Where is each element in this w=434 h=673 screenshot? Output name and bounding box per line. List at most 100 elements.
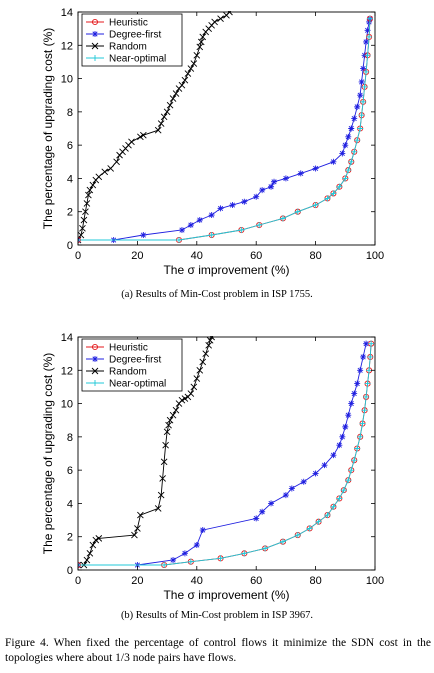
y-axis-label: The percentage of upgrading cost (%): [41, 353, 55, 554]
data-point-near-optimal: [330, 503, 337, 510]
data-point-degree-first: [178, 227, 185, 234]
data-point-near-optimal: [351, 457, 358, 464]
data-point-near-optimal: [315, 518, 322, 525]
data-point-degree-first: [330, 158, 337, 165]
data-point-random: [190, 60, 198, 67]
x-tick-label: 60: [250, 575, 262, 587]
data-point-near-optimal: [342, 175, 349, 182]
data-point-random: [86, 550, 94, 557]
data-point-degree-first: [357, 92, 364, 99]
data-point-degree-first: [330, 452, 337, 459]
y-tick-label: 12: [61, 40, 73, 52]
data-point-random: [160, 113, 168, 121]
data-point-degree-first: [354, 380, 361, 387]
data-point-near-optimal: [324, 512, 331, 519]
data-point-degree-first: [208, 212, 215, 219]
data-point-random: [190, 383, 198, 391]
y-tick-label: 8: [67, 432, 73, 444]
subcaption-b: (b) Results of Min-Cost problem in ISP 3…: [120, 610, 314, 621]
data-point-near-optimal: [294, 208, 301, 215]
legend-label-heuristic: Heuristic: [109, 18, 148, 29]
data-point-degree-first: [187, 222, 194, 229]
y-tick-label: 0: [67, 240, 73, 252]
legend-marker-heuristic: [91, 18, 99, 26]
data-point-degree-first: [181, 550, 188, 557]
data-point-random: [196, 366, 204, 374]
y-tick-label: 14: [61, 332, 73, 344]
data-point-degree-first: [259, 187, 266, 194]
data-point-random: [78, 231, 85, 239]
figure-caption: Figure 4. When fixed the percentage of c…: [5, 637, 431, 664]
data-point-random: [206, 337, 214, 344]
data-point-near-optimal: [345, 167, 352, 174]
data-point-random: [79, 225, 86, 232]
data-point-near-optimal: [312, 202, 319, 209]
legend-label-near-optimal: Near-optimal: [109, 54, 166, 65]
legend-box: [81, 338, 183, 392]
data-point-degree-first: [300, 478, 307, 485]
data-point-random: [101, 168, 109, 176]
data-point-degree-first: [360, 65, 367, 72]
legend-marker-random: [91, 42, 99, 50]
data-point-random: [83, 200, 91, 207]
series-near-optimal: [78, 15, 373, 244]
series-degree-first: [78, 15, 373, 244]
data-point-degree-first: [268, 183, 275, 190]
data-point-random: [131, 531, 138, 539]
data-point-degree-first: [253, 193, 260, 200]
data-point-near-optimal: [324, 195, 331, 202]
y-tick-label: 4: [67, 173, 73, 185]
data-point-random: [82, 208, 89, 216]
data-point-degree-first: [282, 175, 289, 182]
data-point-near-optimal: [78, 237, 81, 244]
chart-b: 0 20 40 60 80 100 0 2 4 6 8 10 12 14 The σ improvement…: [41, 332, 384, 602]
series-degree-first: [78, 340, 370, 569]
data-point-degree-first: [282, 492, 289, 499]
data-point-near-optimal: [366, 33, 373, 40]
data-point-degree-first: [363, 340, 370, 347]
data-point-random: [199, 358, 207, 366]
data-point-near-optimal: [367, 353, 374, 360]
data-point-random: [166, 101, 174, 109]
data-point-degree-first: [342, 423, 349, 430]
data-point-random: [154, 126, 162, 134]
data-point-random: [181, 76, 189, 84]
y-tick-label: 8: [67, 107, 73, 119]
data-point-near-optimal: [187, 558, 194, 565]
y-tick-label: 14: [61, 7, 73, 19]
data-point-near-optimal: [336, 183, 343, 190]
data-point-degree-first: [253, 515, 260, 522]
data-point-near-optimal: [361, 83, 368, 90]
chart-a: 0 20 40 60 80 100 0 2 4 6 8 10 12 14 The σ improvement…: [41, 7, 384, 277]
data-point-random: [157, 120, 165, 127]
data-point-degree-first: [271, 178, 278, 185]
data-point-random: [184, 70, 192, 77]
data-point-random: [202, 350, 210, 357]
data-point-random: [107, 165, 114, 172]
data-point-degree-first: [336, 442, 343, 449]
data-point-random: [95, 173, 103, 181]
data-point-random: [166, 416, 174, 424]
data-point-degree-first: [199, 527, 206, 534]
data-point-random: [86, 186, 94, 194]
y-tick-label: 10: [61, 399, 73, 411]
data-point-near-optimal: [330, 190, 337, 197]
data-point-random: [163, 428, 171, 436]
data-point-random: [154, 505, 162, 512]
data-point-near-optimal: [279, 215, 286, 222]
data-point-random: [197, 38, 205, 46]
data-point-near-optimal: [294, 532, 301, 539]
data-point-near-optimal: [345, 477, 352, 484]
plot-frame: [77, 336, 376, 571]
data-point-degree-first: [312, 470, 319, 477]
y-tick-label: 6: [67, 465, 73, 477]
data-point-near-optimal: [364, 52, 371, 59]
data-point-degree-first: [217, 205, 224, 212]
x-tick-label: 0: [75, 250, 81, 262]
data-point-random: [187, 65, 195, 72]
data-point-random: [165, 421, 172, 429]
data-point-degree-first: [288, 485, 295, 492]
data-point-random: [85, 191, 92, 199]
data-point-degree-first: [345, 412, 352, 419]
data-point-degree-first: [358, 78, 365, 85]
